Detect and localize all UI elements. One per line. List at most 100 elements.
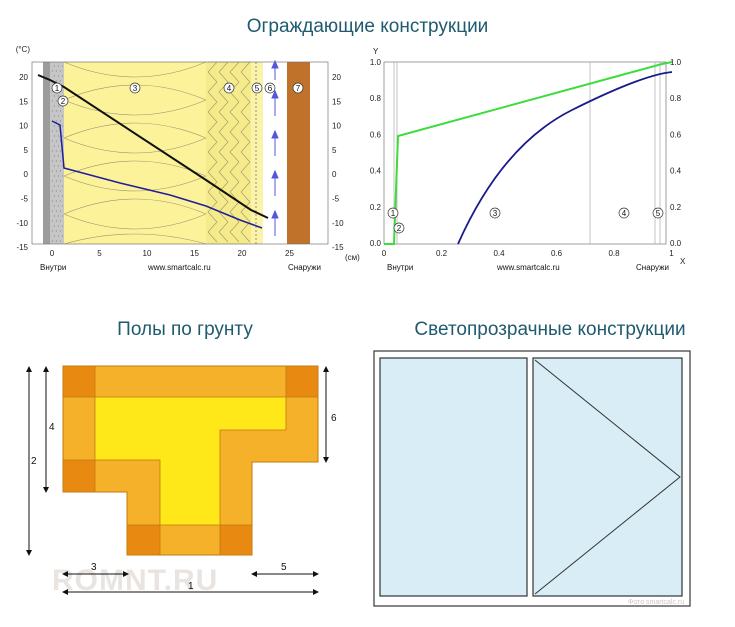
window-right-sash <box>532 357 683 597</box>
svg-text:3: 3 <box>493 209 498 218</box>
dimension-2: 2 <box>31 456 37 467</box>
hum-y-tick-right: 0.6 <box>670 130 682 139</box>
hum-y-tick-right: 0.4 <box>670 167 682 176</box>
dimension-lines <box>26 366 329 595</box>
svg-text:1: 1 <box>55 84 60 93</box>
hum-y-tick-left: 1.0 <box>370 58 382 67</box>
zone-corners <box>62 365 319 556</box>
wall-layer-markers: 123 4 5 6 7 <box>51 82 304 107</box>
wall-y-tick-left: 0 <box>24 170 29 179</box>
title-enclosing-structures: Ограждающие конструкции <box>246 16 489 37</box>
x-unit-label: (см) <box>345 253 360 262</box>
window-diagram: Фото smartcalc.ru <box>373 350 691 607</box>
dimension-1: 1 <box>188 581 194 592</box>
dew-point-line <box>51 120 263 229</box>
hum-x-tick: 0.8 <box>608 249 620 258</box>
svg-text:1: 1 <box>391 209 396 218</box>
wall-x-tick: 0 <box>50 249 55 258</box>
hum-y-tick-left: 0.8 <box>370 94 382 103</box>
svg-text:2: 2 <box>397 224 402 233</box>
dimension-3: 3 <box>91 562 97 573</box>
wall-y-ticks-left: 20 15 10 5 0 -5 -10 -15 <box>16 73 28 252</box>
wall-outside-label: Снаружи <box>288 263 321 272</box>
hum-layer-markers: 12 3 4 5 <box>387 207 664 234</box>
wall-x-tick: 20 <box>238 249 247 258</box>
hum-x-ticks: 0 0.2 0.4 0.6 0.8 1 <box>382 249 675 258</box>
hum-y-tick-right: 0.2 <box>670 203 682 212</box>
y-unit-label: (°C) <box>16 45 31 54</box>
layer-plaster <box>43 62 50 244</box>
layer-facing <box>287 62 310 244</box>
hum-y-tick-left: 0.6 <box>370 130 382 139</box>
svg-text:3: 3 <box>133 84 138 93</box>
hum-layer-2: 2 <box>393 222 405 234</box>
window-opening-indicator <box>534 359 681 595</box>
svg-text:7: 7 <box>296 84 301 93</box>
svg-text:5: 5 <box>255 84 260 93</box>
wall-layer-7: 7 <box>292 82 304 94</box>
svg-text:4: 4 <box>622 209 627 218</box>
hum-layer-4: 4 <box>618 207 630 219</box>
green-pressure-line <box>384 61 673 245</box>
svg-text:2: 2 <box>61 97 66 106</box>
wall-x-tick: 15 <box>190 249 199 258</box>
svg-text:4: 4 <box>227 84 232 93</box>
y-axis-label: Y <box>373 47 379 56</box>
wall-layer-1: 1 <box>51 82 63 94</box>
wall-x-ticks: 0 5 10 15 20 25 <box>50 249 295 258</box>
hum-y-tick-left: 0.0 <box>370 239 382 248</box>
hum-y-tick-right: 0.0 <box>670 239 682 248</box>
wall-chart-frame <box>31 61 329 245</box>
wall-layer-6: 6 <box>264 82 276 94</box>
hum-y-tick-right: 0.8 <box>670 94 682 103</box>
wall-y-tick-right: 10 <box>332 122 341 131</box>
wall-layer-5: 5 <box>251 82 263 94</box>
hum-outside-label: Снаружи <box>636 263 669 272</box>
wall-y-tick-left: 15 <box>19 97 28 106</box>
hum-y-tick-left: 0.2 <box>370 203 382 212</box>
wall-y-tick-right: 20 <box>332 73 341 82</box>
hum-inside-label: Внутри <box>387 263 413 272</box>
wall-y-tick-right: -10 <box>332 219 344 228</box>
wall-y-tick-left: 5 <box>24 146 29 155</box>
wall-inside-label: Внутри <box>40 263 66 272</box>
floor-plan-diagram: ROMNT.RU 1 2 3 4 5 6 <box>26 365 337 597</box>
hum-y-ticks-left: 1.0 0.8 0.6 0.4 0.2 0.0 <box>370 58 382 248</box>
wall-y-tick-left: -10 <box>16 219 28 228</box>
window-watermark: Фото smartcalc.ru <box>628 599 684 606</box>
svg-text:6: 6 <box>268 84 273 93</box>
wall-layer-3: 3 <box>129 82 141 94</box>
title-ground-floors: Полы по грунту <box>117 319 253 340</box>
wall-y-tick-right: 5 <box>332 146 337 155</box>
dimension-5: 5 <box>281 562 287 573</box>
masonry-texture <box>51 65 64 242</box>
mineral-wool-pattern <box>207 61 251 243</box>
hum-layer-1: 1 <box>387 207 399 219</box>
dimension-6: 6 <box>331 413 337 424</box>
wall-y-tick-left: -5 <box>21 195 29 204</box>
wall-y-tick-right: 0 <box>332 170 337 179</box>
hum-layer-3: 3 <box>489 207 501 219</box>
hum-x-tick: 0.6 <box>551 249 563 258</box>
hum-site-label: www.smartcalc.ru <box>496 263 560 272</box>
blue-saturation-line <box>457 71 673 245</box>
wall-x-tick: 5 <box>97 249 102 258</box>
wall-y-ticks-right: 20 15 10 5 0 -5 -10 -15 <box>332 73 344 252</box>
x-axis-label: X <box>680 257 686 266</box>
hum-x-tick: 0.2 <box>436 249 448 258</box>
wall-layer-4: 4 <box>223 82 235 94</box>
hum-y-tick-left: 0.4 <box>370 167 382 176</box>
wall-y-tick-left: 10 <box>19 122 28 131</box>
title-translucent-structures: Светопрозрачные конструкции <box>414 319 686 340</box>
wall-y-tick-left: -15 <box>16 243 28 252</box>
hum-y-tick-right: 1.0 <box>670 58 682 67</box>
wall-x-tick: 10 <box>143 249 152 258</box>
layer-masonry <box>50 62 64 244</box>
dimension-4: 4 <box>49 422 55 433</box>
humidity-chart: Y X 1.0 0.8 0.6 0.4 0.2 0.0 1.0 0.8 0.6 0.4 0.2 0.… <box>370 47 686 272</box>
wall-y-tick-right: -5 <box>332 195 340 204</box>
wall-x-tick: 25 <box>285 249 294 258</box>
wall-y-tick-right: -15 <box>332 243 344 252</box>
wall-site-label: www.smartcalc.ru <box>147 263 211 272</box>
